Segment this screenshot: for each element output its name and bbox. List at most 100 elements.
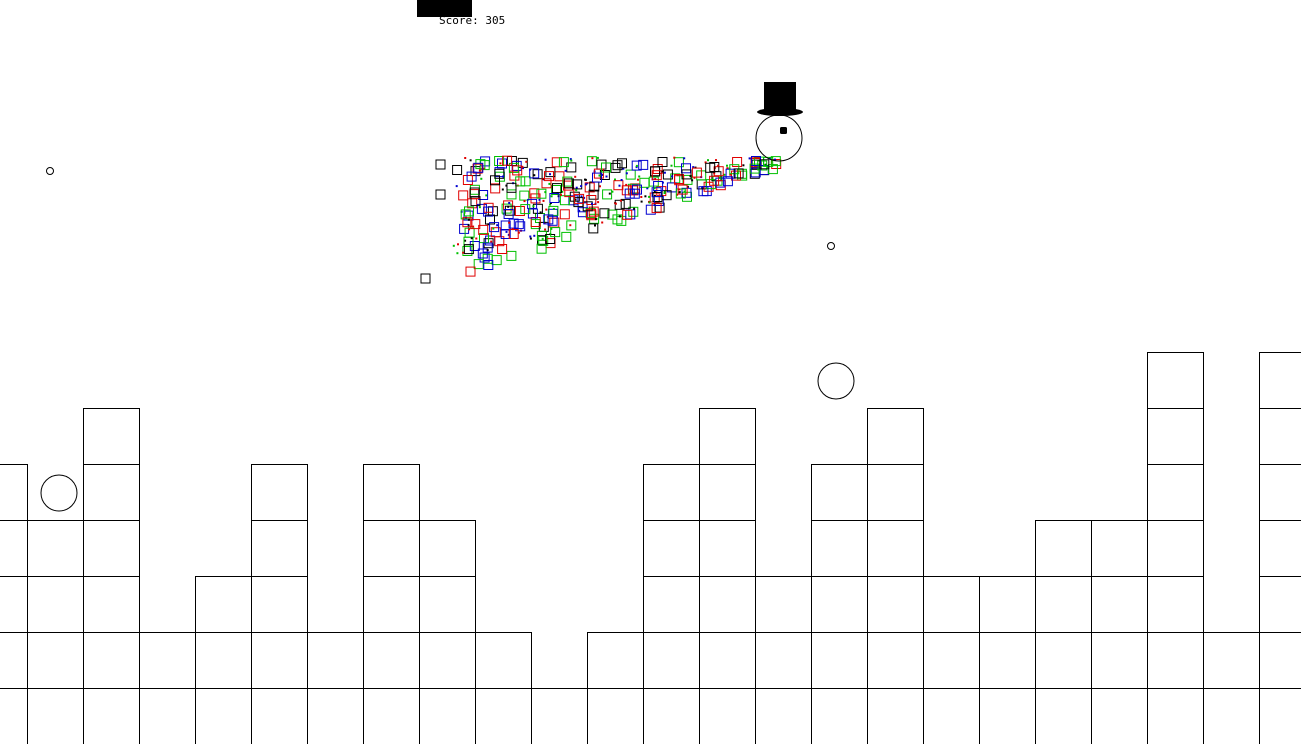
particle-square (625, 209, 636, 220)
particle-dot (529, 235, 532, 238)
particle-dot (575, 189, 578, 192)
particle-dot (505, 230, 508, 233)
particle-dot (561, 190, 564, 193)
terrain-block (1147, 520, 1204, 577)
particle-square (462, 175, 473, 185)
particle-dot (635, 166, 638, 169)
particle-dot (533, 174, 536, 177)
particle-square (462, 217, 473, 228)
terrain-block (1259, 688, 1301, 744)
terrain-block (1259, 520, 1301, 577)
particle-square (666, 182, 677, 193)
particle-dot (523, 200, 526, 203)
terrain-block (811, 520, 868, 577)
terrain-block (83, 688, 140, 744)
terrain-block (27, 632, 84, 689)
particle-dot (611, 190, 614, 193)
particle-dot (683, 157, 686, 160)
particle-square (469, 187, 480, 198)
particle-dot (480, 177, 483, 180)
particle-square (551, 185, 562, 195)
particle-dot (542, 199, 545, 202)
terrain-block (1035, 688, 1092, 744)
particle-square (759, 159, 770, 170)
particle-square (500, 229, 511, 239)
particle-dot (468, 228, 471, 231)
particle-square (673, 157, 684, 168)
particle-square (515, 176, 526, 187)
particle-dot (584, 183, 587, 186)
terrain-block (1035, 520, 1092, 577)
particle-dot (457, 243, 459, 246)
particle-dot (637, 178, 639, 181)
terrain-block (531, 688, 588, 744)
particle-dot (678, 191, 681, 194)
particle-square (681, 169, 692, 180)
particle-dot (478, 206, 481, 209)
terrain-block (587, 688, 644, 744)
terrain-block (1259, 352, 1301, 409)
particle-dot (464, 157, 467, 159)
particle-dot (591, 157, 594, 160)
particle-square (705, 162, 716, 173)
particle-dot (596, 156, 599, 159)
terrain-block (1259, 576, 1301, 633)
particle-square (592, 172, 602, 183)
particle-square (651, 203, 662, 214)
particle-dot (545, 208, 548, 211)
particle-dot (748, 157, 751, 160)
particle-dot (717, 164, 720, 167)
particle-square (514, 206, 525, 216)
terrain-block (0, 576, 28, 633)
terrain-block (1147, 632, 1204, 689)
particle-dot (726, 164, 728, 167)
pellet (46, 167, 54, 175)
particle-dot (544, 228, 547, 231)
particle-dot (713, 172, 716, 175)
particle-dot (633, 207, 636, 210)
particle-square (572, 179, 583, 190)
particle-dot (569, 224, 572, 227)
particle-dot (707, 159, 709, 162)
particle-dot (469, 159, 472, 162)
particle-dot (464, 239, 467, 242)
terrain-block (195, 688, 252, 744)
particle-square (490, 183, 501, 194)
particle-square (483, 260, 494, 270)
particle-dot (570, 159, 573, 162)
particle-dot (640, 196, 643, 198)
particle-dot (552, 208, 555, 210)
terrain-block (139, 688, 196, 744)
terrain-block (1147, 408, 1204, 465)
particle-dot (502, 175, 505, 178)
particle-dot (599, 185, 601, 188)
terrain-block (0, 520, 28, 577)
particle-trail (420, 155, 782, 284)
terrain-block (699, 464, 756, 521)
terrain-block (363, 520, 420, 577)
particle-square (722, 176, 733, 187)
particle-dot (693, 176, 696, 179)
terrain-block (1203, 688, 1260, 744)
particle-square (497, 244, 508, 254)
particle-square (657, 157, 668, 167)
particle-square (588, 189, 599, 200)
particle-square (638, 159, 649, 170)
particle-square (732, 157, 743, 167)
particle-square (509, 170, 520, 181)
particle-square (538, 235, 549, 246)
particle-square (551, 157, 562, 168)
particle-dot (496, 224, 499, 227)
terrain-block (923, 688, 980, 744)
particle-dot (499, 162, 502, 165)
particle-dot (578, 209, 581, 212)
particle-dot (472, 225, 475, 228)
particle-dot (605, 175, 608, 178)
particle-dot (525, 160, 528, 163)
particle-square (502, 155, 513, 166)
particle-square (532, 169, 543, 180)
particle-square (681, 187, 692, 198)
particle-square (476, 203, 487, 214)
terrain-block (867, 520, 924, 577)
